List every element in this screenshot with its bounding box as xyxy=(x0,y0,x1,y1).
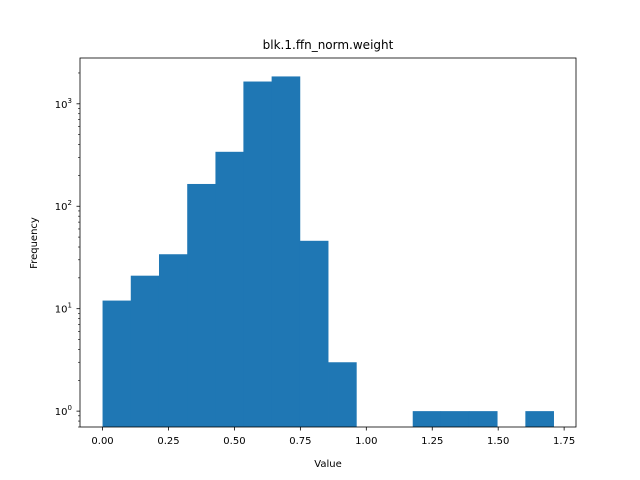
histogram-bar-5 xyxy=(243,81,273,427)
x-tick-label-4: 1.00 xyxy=(355,436,377,447)
histogram-bar-13 xyxy=(468,411,498,427)
histogram-bar-6 xyxy=(271,76,301,427)
histogram-bar-15 xyxy=(525,411,554,427)
histogram-bar-2 xyxy=(158,254,188,427)
x-tick-label-3: 0.75 xyxy=(289,436,311,447)
histogram-bar-0 xyxy=(102,300,132,427)
histogram-bar-4 xyxy=(215,151,244,427)
chart-title: blk.1.ffn_norm.weight xyxy=(263,38,394,52)
plot-frame xyxy=(79,57,577,428)
x-tick-label-1: 0.25 xyxy=(157,436,179,447)
y-tick-label-1: 101 xyxy=(55,302,72,316)
x-tick-label-0: 0.00 xyxy=(91,436,113,447)
x-tick-label-5: 1.25 xyxy=(421,436,443,447)
histogram-bar-8 xyxy=(328,362,357,427)
histogram-bar-1 xyxy=(130,275,160,427)
histogram-bar-12 xyxy=(440,411,470,427)
y-axis-label: Frequency xyxy=(29,217,40,269)
histogram-bar-3 xyxy=(187,183,216,427)
y-tick-label-2: 102 xyxy=(55,199,72,213)
x-axis-label: Value xyxy=(314,459,341,470)
bars-group xyxy=(102,76,554,427)
y-tick-label-3: 103 xyxy=(55,97,72,111)
histogram-bar-7 xyxy=(299,240,329,427)
x-tick-label-2: 0.50 xyxy=(223,436,245,447)
x-tick-label-6: 1.50 xyxy=(487,436,509,447)
x-axis-ticks: 0.00 0.25 0.50 0.75 1.00 1.25 1.50 1.75 xyxy=(91,427,575,447)
histogram-bar-11 xyxy=(412,411,442,427)
y-tick-label-0: 100 xyxy=(55,404,72,418)
x-tick-label-7: 1.75 xyxy=(553,436,575,447)
